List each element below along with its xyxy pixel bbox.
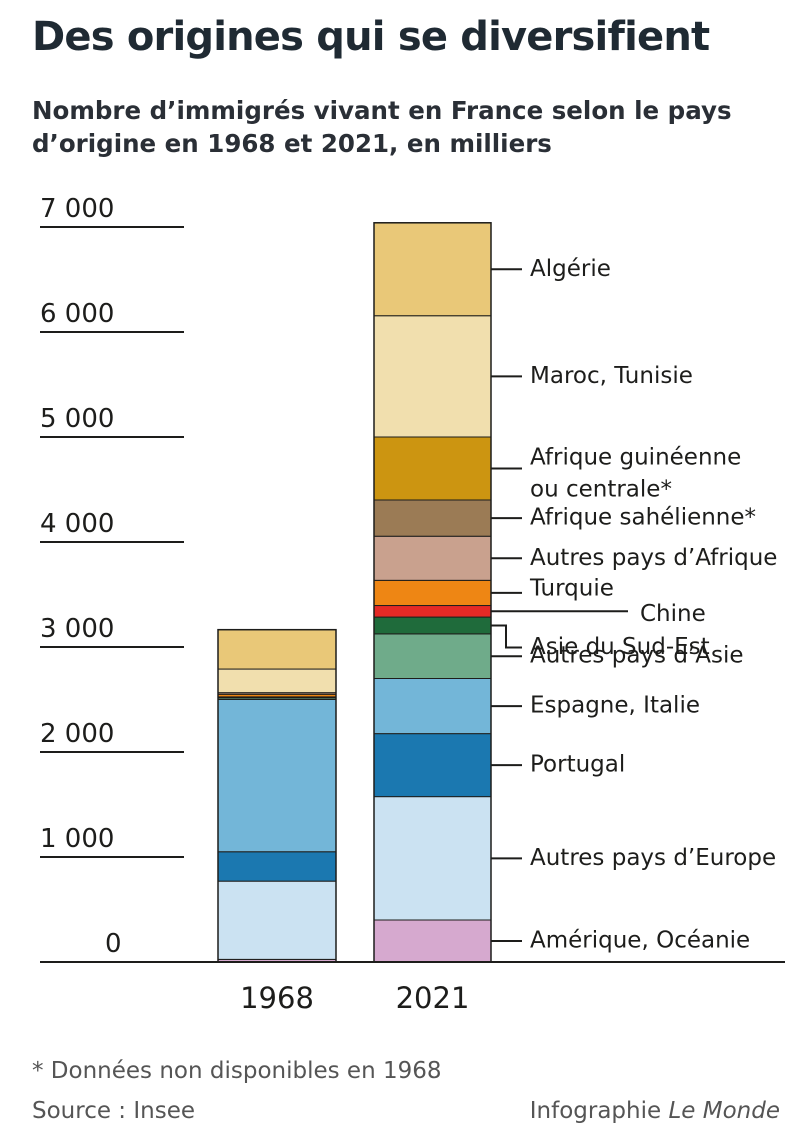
- source-note: Source : Insee: [32, 1098, 196, 1124]
- legend-autres-pays-d-afrique: Autres pays d’Afrique: [530, 545, 777, 571]
- bar-segment-2021-espagne-italie: [373, 678, 492, 735]
- legend-asie-du-sud-est: Asie du Sud-Est: [530, 634, 710, 660]
- bar-segment-2021-turquie: [373, 579, 492, 607]
- y-tick-label: 2 000: [40, 719, 114, 749]
- y-tick-label: 3 000: [40, 614, 114, 644]
- bar-segment-2021-amerique-oceanie: [373, 919, 492, 963]
- bar-segment-1968-algerie: [217, 629, 337, 670]
- credit-prefix: Infographie: [529, 1098, 669, 1124]
- y-tick-label: 6 000: [40, 299, 114, 329]
- bar-segment-2021-algerie: [373, 222, 492, 317]
- legend-autres-pays-d-europe: Autres pays d’Europe: [530, 845, 776, 871]
- legend-portugal: Portugal: [530, 752, 625, 778]
- bar-segment-2021-autres-pays-d-asie: [373, 633, 492, 679]
- bar-segment-1968-espagne-italie: [217, 699, 337, 853]
- y-tick-label: 5 000: [40, 404, 114, 434]
- legend-chine: Chine: [640, 601, 706, 627]
- legend-amerique-oceanie: Amérique, Océanie: [530, 928, 750, 954]
- stacked-bar-chart: 0 1 000 2 000 3 000 4 000 5 000 6 000 7 000 Amé…: [40, 194, 785, 1015]
- x-category-label: 2021: [396, 981, 470, 1015]
- y-tick-label: 1 000: [40, 824, 114, 854]
- legend-maroc-tunisie: Maroc, Tunisie: [530, 363, 693, 389]
- bar-segment-2021-autres-pays-d-europe: [373, 796, 492, 921]
- leader-line: [491, 624, 522, 649]
- legend-espagne-italie: Espagne, Italie: [530, 693, 700, 719]
- bar-segment-1968-portugal: [217, 851, 337, 882]
- y-tick-label: 7 000: [40, 194, 114, 224]
- footnote: * Données non disponibles en 1968: [32, 1058, 442, 1084]
- credit: Infographie Le Monde: [530, 1098, 780, 1124]
- legend-turquie: Turquie: [529, 575, 614, 601]
- bar-segment-2021-chine: [373, 605, 492, 618]
- credit-brand: Le Monde: [668, 1098, 780, 1124]
- y-tick-label: 4 000: [40, 509, 114, 539]
- bar-segment-1968-autres-pays-d-europe: [217, 880, 337, 960]
- chart-subtitle: Nombre d’immigrés vivant en France selon…: [32, 96, 732, 159]
- bar-segment-2021-afrique-guineenne-ou-centrale: [373, 436, 492, 501]
- chart-title: Des origines qui se diversifient: [32, 14, 710, 60]
- legend-afrique-sahelienne: Afrique sahélienne*: [530, 505, 756, 531]
- bar-segment-1968-maroc-tunisie: [217, 668, 337, 694]
- legend-autres-pays-d-asie: Autres pays d’Asie: [530, 643, 744, 669]
- bar-segment-2021-portugal: [373, 733, 492, 798]
- bar-segment-2021-asie-du-sud-est: [373, 616, 492, 635]
- legend-afrique-guineenne-ou-centrale: Afrique guinéenne ou centrale*: [530, 445, 741, 503]
- bar-segment-2021-afrique-sahelienne: [373, 499, 492, 537]
- y-tick-label: 0: [105, 929, 122, 959]
- bar-segment-2021-autres-pays-d-afrique: [373, 535, 492, 581]
- bar-segment-2021-maroc-tunisie: [373, 315, 492, 438]
- x-category-label: 1968: [240, 981, 314, 1015]
- legend-algerie: Algérie: [530, 256, 611, 282]
